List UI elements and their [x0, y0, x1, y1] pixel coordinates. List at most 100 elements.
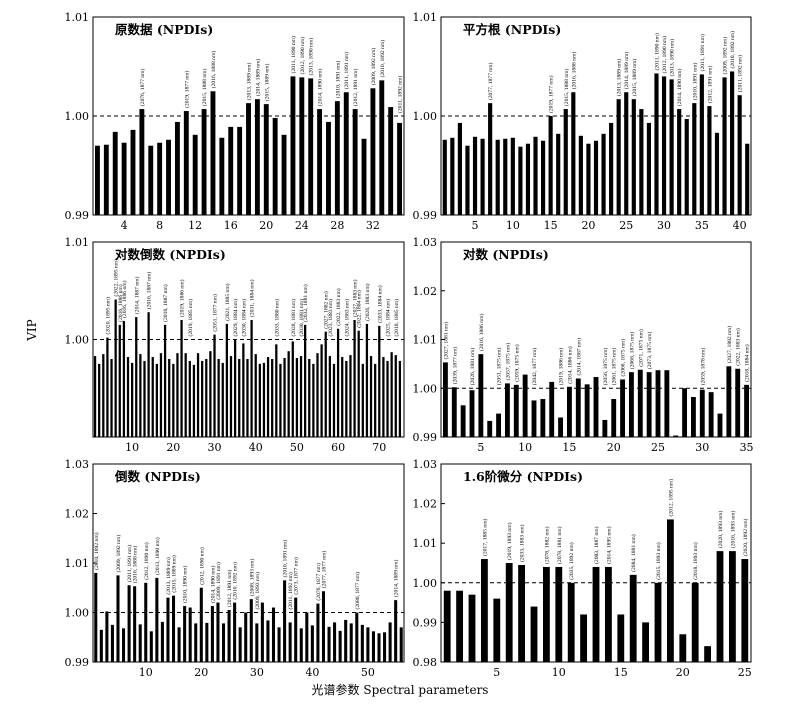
bar: [679, 634, 687, 662]
bar: [110, 359, 113, 437]
bar: [122, 628, 126, 662]
bar-annotation: (2071, 1875 nm): [637, 329, 644, 367]
bar: [628, 372, 634, 437]
y-tick-label: 0.99: [65, 209, 90, 222]
y-tick-label: 1.01: [413, 11, 438, 24]
bar: [277, 627, 281, 662]
bar: [281, 134, 287, 215]
bar: [312, 363, 315, 437]
panel-title: 对数 (NPDIs): [463, 247, 549, 262]
bar: [210, 606, 214, 662]
bar: [691, 582, 699, 662]
y-tick-label: 0.99: [413, 616, 438, 629]
bar: [105, 611, 109, 662]
bar-annotation: (2019, 1877 nm): [548, 75, 555, 113]
x-axis-label: 光谱参数 Spectral parameters: [312, 682, 489, 697]
bar: [110, 624, 114, 662]
bar: [271, 359, 274, 437]
bar: [157, 142, 163, 215]
bar: [283, 358, 286, 437]
bar-annotation: (2018, 1887 nm): [162, 284, 169, 322]
x-tick-label: 10: [552, 666, 566, 679]
bar-annotation: (2073, 1875 nm): [646, 332, 653, 370]
bar-annotation: (2012, 1895 nm): [667, 479, 674, 517]
bar: [151, 357, 154, 437]
bar: [246, 359, 249, 437]
bar: [604, 566, 612, 662]
x-tick-label: 35: [695, 219, 709, 232]
bar-annotation: (2013, 1889 nm): [246, 63, 253, 101]
bar: [345, 360, 348, 437]
x-tick-label: 10: [125, 441, 139, 454]
bar-annotation: (2028, 1881 nm): [290, 299, 297, 337]
x-tick-label: 12: [188, 219, 202, 232]
bar-annotation: (2051, 1877 nm): [212, 294, 219, 332]
bar-annotation: (2014, 1887 nm): [575, 338, 582, 376]
bar: [620, 379, 626, 437]
bar: [378, 325, 381, 437]
bar: [714, 132, 720, 215]
bar-annotation: (2014, 1889 nm): [623, 52, 630, 90]
bar-annotation: (2022, 1883 nm): [335, 288, 342, 326]
bar-annotation: (2016, 1893 nm): [729, 511, 736, 549]
bar: [287, 351, 290, 437]
bar-annotation: (2017, 1885 nm): [481, 518, 488, 556]
x-tick-label: 30: [695, 441, 709, 454]
bar: [159, 353, 163, 437]
y-tick-label: 1.00: [413, 577, 438, 590]
bar-annotation: (2022, 1883 nm): [735, 328, 742, 366]
bar: [692, 103, 697, 215]
bar: [556, 133, 561, 215]
bar-annotation: (2068, 1875 nm): [628, 332, 635, 370]
bar: [383, 632, 387, 662]
bar: [336, 328, 340, 437]
bar: [133, 586, 137, 662]
y-tick-label: 0.98: [413, 656, 438, 669]
bar: [525, 143, 531, 215]
y-tick-label: 1.01: [65, 236, 90, 249]
y-tick-label: 1.01: [65, 557, 90, 570]
bar: [571, 92, 576, 215]
bar: [664, 370, 670, 437]
bar: [188, 360, 191, 437]
bar: [442, 362, 448, 437]
bar-annotation: (2009, 1892 nm): [115, 535, 122, 573]
bar: [327, 626, 331, 662]
bar: [254, 354, 257, 437]
bar: [233, 602, 237, 662]
bar-annotation: (2012, 1891 nm): [352, 68, 359, 106]
bar: [646, 122, 652, 215]
bar: [166, 139, 171, 215]
bar: [510, 137, 515, 215]
bar-annotation: (2014, 1889 nm): [393, 560, 400, 598]
y-tick-label: 1.00: [65, 607, 90, 620]
bar-annotation: (2026, 1883 nm): [364, 283, 371, 321]
bar: [320, 344, 323, 437]
x-tick-label: 10: [506, 219, 520, 232]
bar: [163, 324, 167, 437]
bar-annotation: (2011, 1891 nm): [699, 34, 706, 71]
bar-annotation: (2014, 1887 nm): [133, 276, 140, 314]
bar-annotation: (2039, 1877 nm): [451, 347, 458, 385]
x-tick-label: 50: [361, 666, 375, 679]
bar: [95, 145, 100, 215]
x-tick-label: 50: [290, 441, 304, 454]
bar: [316, 603, 320, 662]
bar: [260, 602, 264, 662]
bar: [294, 597, 298, 662]
bar-annotation: (2018, 1884 nm): [744, 344, 751, 382]
x-tick-label: 28: [330, 219, 344, 232]
bar: [673, 435, 679, 437]
bar-annotation: (2032, 1881 nm): [302, 284, 309, 322]
bar: [143, 360, 146, 437]
x-tick-label: 40: [733, 219, 747, 232]
bar-annotation: (2011, 1891 nm): [126, 545, 133, 582]
bar-annotation: (2023, 1883 nm): [327, 299, 334, 337]
bar: [103, 144, 109, 215]
bar-annotation: (2012, 1890 nm): [661, 36, 668, 74]
bar: [399, 627, 403, 662]
bar: [699, 74, 704, 215]
bar: [469, 390, 475, 437]
bar: [496, 413, 502, 437]
bar-annotation: (2033, 1880 nm): [273, 299, 280, 337]
